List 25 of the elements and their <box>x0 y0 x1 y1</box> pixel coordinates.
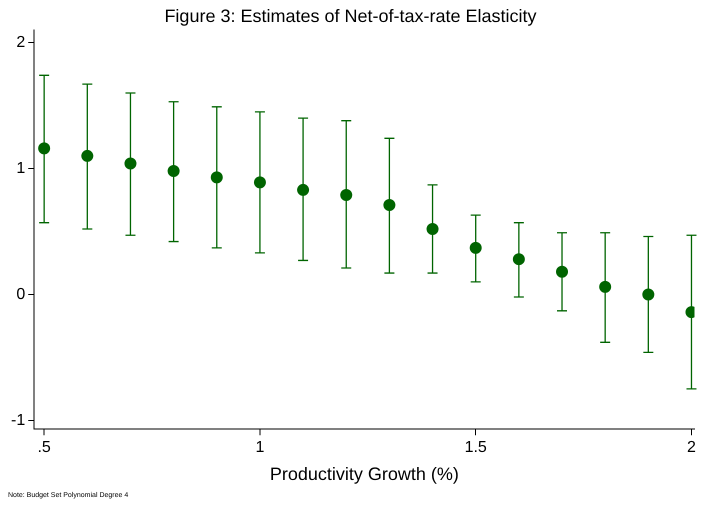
point <box>254 176 266 188</box>
point <box>81 150 94 162</box>
point <box>297 184 310 196</box>
point <box>383 199 396 212</box>
y-tick-label: 2 <box>16 34 26 51</box>
point <box>168 165 180 178</box>
point <box>38 142 50 154</box>
x-tick-label: .5 <box>37 439 51 456</box>
y-tick-label: 0 <box>16 286 26 303</box>
point <box>124 157 136 170</box>
point <box>556 266 568 278</box>
point <box>470 242 482 254</box>
point <box>210 171 223 184</box>
point <box>512 253 525 266</box>
chart-title: Figure 3: Estimates of Net-of-tax-rate Elasticity <box>163 6 538 27</box>
y-tick-label: 1 <box>16 160 26 177</box>
y-tick-label: -1 <box>10 412 26 429</box>
point <box>426 222 439 235</box>
x-tick-label: 1.5 <box>464 439 487 456</box>
x-axis-title: Productivity Growth (%) <box>270 464 459 484</box>
point <box>642 288 654 300</box>
x-tick-label: 2 <box>687 439 696 456</box>
x-tick-label: 1 <box>255 439 264 456</box>
point <box>340 188 352 201</box>
point <box>599 280 612 293</box>
